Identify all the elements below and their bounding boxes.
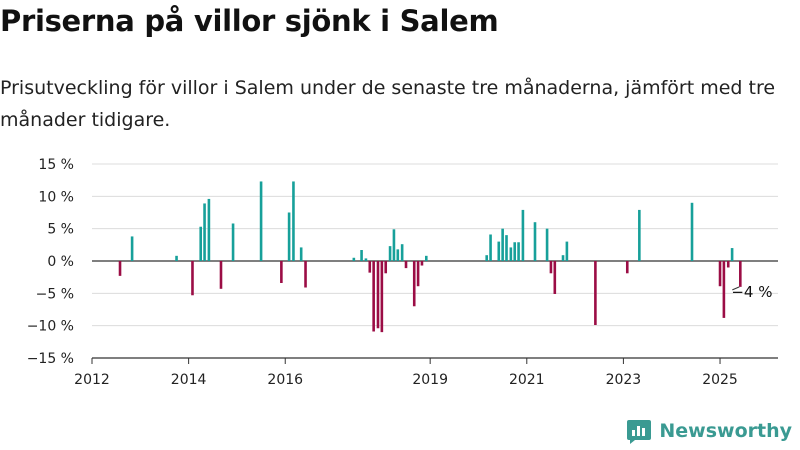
bar-30: [420, 261, 424, 266]
bar-48: [625, 261, 629, 274]
bar-32: [485, 255, 488, 261]
bar-chart: 15 %10 %5 %0 %−5 %−10 %−15 % 2012 2014 201…: [27, 157, 778, 388]
bar-0: [118, 261, 122, 276]
annotations: −4 %: [731, 283, 772, 301]
bar-26: [400, 244, 404, 261]
bar-19: [372, 261, 375, 332]
annotation-label: −4 %: [731, 283, 772, 301]
bar-15: [352, 257, 356, 261]
bar-1: [130, 236, 134, 261]
bar-44: [553, 261, 557, 294]
bar-52: [722, 261, 726, 318]
bar-2: [175, 255, 178, 261]
bar-21: [380, 261, 384, 333]
x-tick-label: 2021: [509, 372, 545, 388]
y-tick-label: 0 %: [47, 254, 74, 270]
y-tick-label: −10 %: [27, 319, 74, 335]
bar-7: [219, 261, 223, 289]
brand-name: Newsworthy: [659, 420, 792, 442]
bar-50: [690, 202, 694, 261]
bar-33: [489, 234, 492, 261]
y-tick-label: 10 %: [38, 189, 74, 205]
y-tick-label: 15 %: [38, 157, 74, 173]
bar-13: [299, 247, 303, 261]
y-tick-label: −5 %: [36, 286, 74, 302]
x-tick-label: 2016: [267, 372, 303, 388]
bar-46: [565, 241, 569, 261]
bar-25: [396, 249, 400, 261]
bar-17: [364, 258, 368, 261]
annotation-leader: [732, 286, 740, 291]
chart-title: Priserna på villor sjönk i Salem: [0, 4, 499, 38]
bar-5: [203, 203, 206, 261]
y-axis-tick-labels: 15 % 10 % 5 % 0 % −5 % −10 % −15 %: [27, 157, 74, 367]
bar-29: [416, 261, 420, 287]
bar-34: [497, 241, 501, 261]
bar-38: [513, 242, 517, 261]
x-axis-tick-labels: 2012 2014 2016 2019 2021 2023 2025: [74, 372, 738, 388]
bar-41: [533, 222, 537, 261]
gridlines: [92, 163, 778, 359]
bar-43: [549, 261, 553, 274]
bar-42: [545, 228, 549, 261]
bar-23: [388, 246, 392, 261]
bar-3: [191, 261, 194, 296]
bar-4: [199, 226, 202, 261]
x-tick-label: 2025: [702, 372, 738, 388]
bar-53: [726, 261, 730, 268]
bar-22: [384, 261, 388, 274]
x-tick-label: 2023: [606, 372, 642, 388]
bar-24: [392, 229, 396, 261]
bar-14: [304, 261, 307, 288]
bar-39: [517, 242, 520, 261]
bar-27: [404, 261, 408, 269]
bar-36: [505, 235, 508, 261]
bar-11: [287, 212, 291, 261]
x-axis: [91, 357, 778, 364]
newsworthy-logo-icon: [627, 420, 652, 444]
bar-47: [594, 261, 597, 326]
bar-55: [739, 261, 742, 287]
bar-28: [412, 261, 416, 307]
x-tick-label: 2014: [171, 372, 207, 388]
bar-12: [292, 181, 295, 261]
bar-16: [360, 250, 363, 261]
bar-35: [501, 228, 504, 261]
y-tick-label: 5 %: [47, 222, 74, 238]
chart-subtitle: Prisutveckling för villor i Salem under …: [0, 77, 776, 131]
bar-40: [521, 209, 525, 261]
bar-45: [561, 255, 565, 261]
x-tick-label: 2019: [412, 372, 448, 388]
bar-10: [280, 261, 283, 283]
bar-9: [259, 181, 263, 261]
bar-20: [376, 261, 380, 329]
y-tick-label: −15 %: [27, 351, 74, 367]
bar-37: [509, 247, 513, 261]
x-tick-label: 2012: [74, 372, 110, 388]
bar-8: [231, 223, 235, 261]
bar-6: [207, 198, 211, 261]
bar-49: [638, 209, 641, 261]
bar-18: [368, 261, 372, 273]
bar-51: [718, 261, 722, 287]
bar-31: [425, 255, 428, 261]
newsworthy-logo: Newsworthy: [626, 418, 792, 444]
bars: [118, 181, 742, 333]
bar-54: [730, 248, 734, 261]
